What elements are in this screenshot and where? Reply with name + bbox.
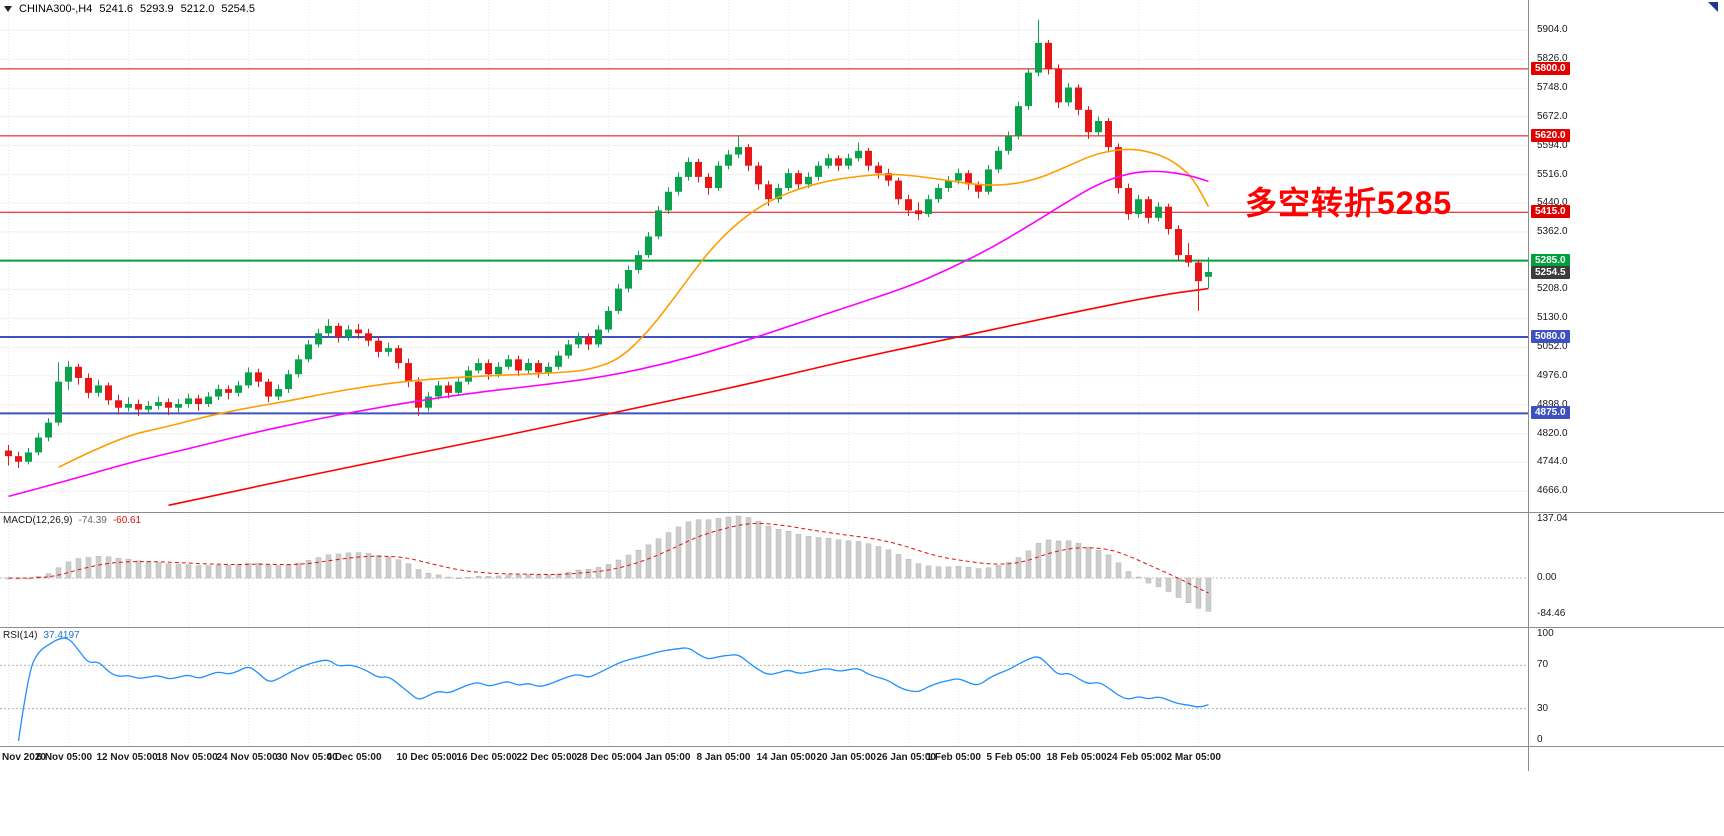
macd-axis-label: 137.04	[1537, 513, 1568, 524]
price-tick-label: 4820.0	[1537, 427, 1568, 439]
symbol-period-label: CHINA300-,H4	[19, 3, 93, 15]
rsi-chart-svg	[0, 628, 1528, 746]
price-tick-label: 5594.0	[1537, 139, 1568, 151]
rsi-grid-layer	[0, 628, 1528, 746]
price-tick-label: 4744.0	[1537, 456, 1568, 468]
price-axis[interactable]: 5904.0 5826.0 5748.0 5672.0 5594.0 5516.0 5440…	[1528, 0, 1724, 512]
time-axis[interactable]: Nov 2020 6 Nov 05:00 12 Nov 05:00 18 Nov 05…	[0, 747, 1528, 771]
macd-axis[interactable]: 137.04 0.00 -84.46	[1528, 513, 1724, 627]
rsi-panel: RSI(14) 37.4197 100 70 30 0	[0, 628, 1724, 746]
current-price-badge: 5254.5	[1531, 266, 1570, 279]
time-tick-label: 16 Dec 05:00	[456, 752, 518, 763]
ohlc-values: 5241.6 5293.9 5212.0 5254.5	[99, 3, 255, 15]
panel-separator	[0, 512, 1724, 513]
macd-label: MACD(12,26,9) -74.39 -60.61	[3, 515, 141, 526]
grid-layer	[0, 0, 1528, 512]
price-tick-label: 5208.0	[1537, 283, 1568, 295]
macd-signal-line	[8, 522, 1209, 594]
ma-mid-magenta	[8, 170, 1209, 498]
price-level-badge: 5415.0	[1531, 205, 1570, 219]
chart-header: CHINA300-,H4 5241.6 5293.9 5212.0 5254.5	[4, 3, 255, 15]
time-tick-label: 18 Nov 05:00	[156, 752, 218, 763]
panel-separator	[0, 627, 1724, 628]
chart-corner-arrow-icon[interactable]	[1708, 2, 1718, 12]
price-tick-label: 5672.0	[1537, 110, 1568, 122]
time-tick-label: 22 Dec 05:00	[516, 752, 578, 763]
rsi-plot[interactable]: RSI(14) 37.4197	[0, 628, 1528, 746]
time-axis-row: Nov 2020 6 Nov 05:00 12 Nov 05:00 18 Nov 05…	[0, 747, 1724, 771]
panel-separator	[0, 746, 1724, 747]
text-annotation: 多空转折5285	[1245, 185, 1453, 221]
bottom-spacer	[0, 771, 1724, 836]
price-level-badge: 5080.0	[1531, 329, 1570, 343]
macd-name: MACD(12,26,9)	[3, 515, 73, 526]
rsi-label: RSI(14) 37.4197	[3, 630, 80, 641]
rsi-axis-label: 0	[1537, 734, 1543, 745]
price-tick-label: 5826.0	[1537, 53, 1568, 65]
rsi-axis-label: 100	[1537, 628, 1554, 639]
time-tick-label: 30 Nov 05:00	[276, 752, 338, 763]
macd-panel: MACD(12,26,9) -74.39 -60.61 137.04 0.00 -8…	[0, 513, 1724, 627]
ma-slow-red	[168, 287, 1209, 507]
time-tick-label: 24 Nov 05:00	[216, 752, 278, 763]
price-tick-label: 5052.0	[1537, 341, 1568, 353]
price-tick-label: 4898.0	[1537, 398, 1568, 410]
moving-averages-layer	[8, 148, 1210, 507]
rsi-axis-label: 70	[1537, 659, 1549, 671]
symbol-dropdown-icon[interactable]	[4, 6, 12, 12]
rsi-value: 37.4197	[43, 630, 80, 641]
price-level-badge: 4875.0	[1531, 406, 1570, 420]
close-value: 5254.5	[221, 3, 255, 15]
horizontal-levels-layer	[0, 68, 1528, 415]
price-chart-plot[interactable]: CHINA300-,H4 5241.6 5293.9 5212.0 5254.5…	[0, 0, 1528, 512]
price-tick-label: 5362.0	[1537, 225, 1568, 237]
low-value: 5212.0	[180, 3, 215, 15]
time-tick-label: 4 Jan 05:00	[636, 752, 691, 763]
time-tick-label: 28 Dec 05:00	[576, 752, 638, 763]
price-level-badge: 5285.0	[1531, 253, 1570, 267]
macd-axis-label: -84.46	[1537, 608, 1566, 620]
rsi-line	[17, 637, 1209, 742]
open-value: 5241.6	[99, 3, 134, 15]
macd-chart-svg	[0, 513, 1528, 627]
time-tick-label: Nov 2020	[2, 752, 46, 763]
price-level-badge: 5800.0	[1531, 61, 1570, 75]
rsi-axis[interactable]: 100 70 30 0	[1528, 628, 1724, 746]
time-tick-label: 2 Mar 05:00	[1166, 752, 1221, 763]
price-tick-label: 5516.0	[1537, 168, 1568, 180]
candles-layer	[5, 19, 1212, 469]
price-tick-label: 5440.0	[1537, 196, 1568, 208]
time-tick-label: 18 Feb 05:00	[1046, 752, 1107, 763]
rsi-axis-label: 30	[1537, 702, 1549, 714]
price-tick-label: 5748.0	[1537, 82, 1568, 94]
ma-fast-orange	[58, 148, 1210, 469]
time-tick-label: 5 Feb 05:00	[986, 752, 1041, 763]
candlestick-chart-svg	[0, 0, 1528, 512]
time-tick-label: 20 Jan 05:00	[816, 752, 877, 763]
time-axis-corner	[1528, 747, 1724, 771]
macd-axis-label: 0.00	[1537, 572, 1557, 583]
time-tick-label: 10 Dec 05:00	[396, 752, 458, 763]
time-tick-label: 8 Jan 05:00	[696, 752, 751, 763]
time-tick-label: 14 Jan 05:00	[756, 752, 817, 763]
price-level-badge: 5620.0	[1531, 128, 1570, 142]
time-tick-label: 12 Nov 05:00	[96, 752, 158, 763]
time-tick-label: 6 Nov 05:00	[36, 752, 93, 763]
price-tick-label: 5904.0	[1537, 24, 1568, 36]
high-value: 5293.9	[140, 3, 174, 15]
time-tick-label: 24 Feb 05:00	[1106, 752, 1167, 763]
macd-signal-value: -60.61	[112, 515, 142, 526]
price-tick-label: 4976.0	[1537, 369, 1568, 381]
time-tick-label: 4 Dec 05:00	[326, 752, 382, 763]
macd-histogram	[5, 515, 1212, 612]
time-tick-label: 26 Jan 05:00	[876, 752, 937, 763]
macd-plot[interactable]: MACD(12,26,9) -74.39 -60.61	[0, 513, 1528, 627]
time-tick-label: 1 Feb 05:00	[926, 752, 981, 763]
main-price-panel: CHINA300-,H4 5241.6 5293.9 5212.0 5254.5…	[0, 0, 1724, 512]
rsi-name: RSI(14)	[3, 630, 38, 641]
price-tick-label: 5130.0	[1537, 312, 1568, 324]
price-tick-label: 4666.0	[1537, 485, 1568, 497]
macd-main-value: -74.39	[78, 515, 107, 526]
